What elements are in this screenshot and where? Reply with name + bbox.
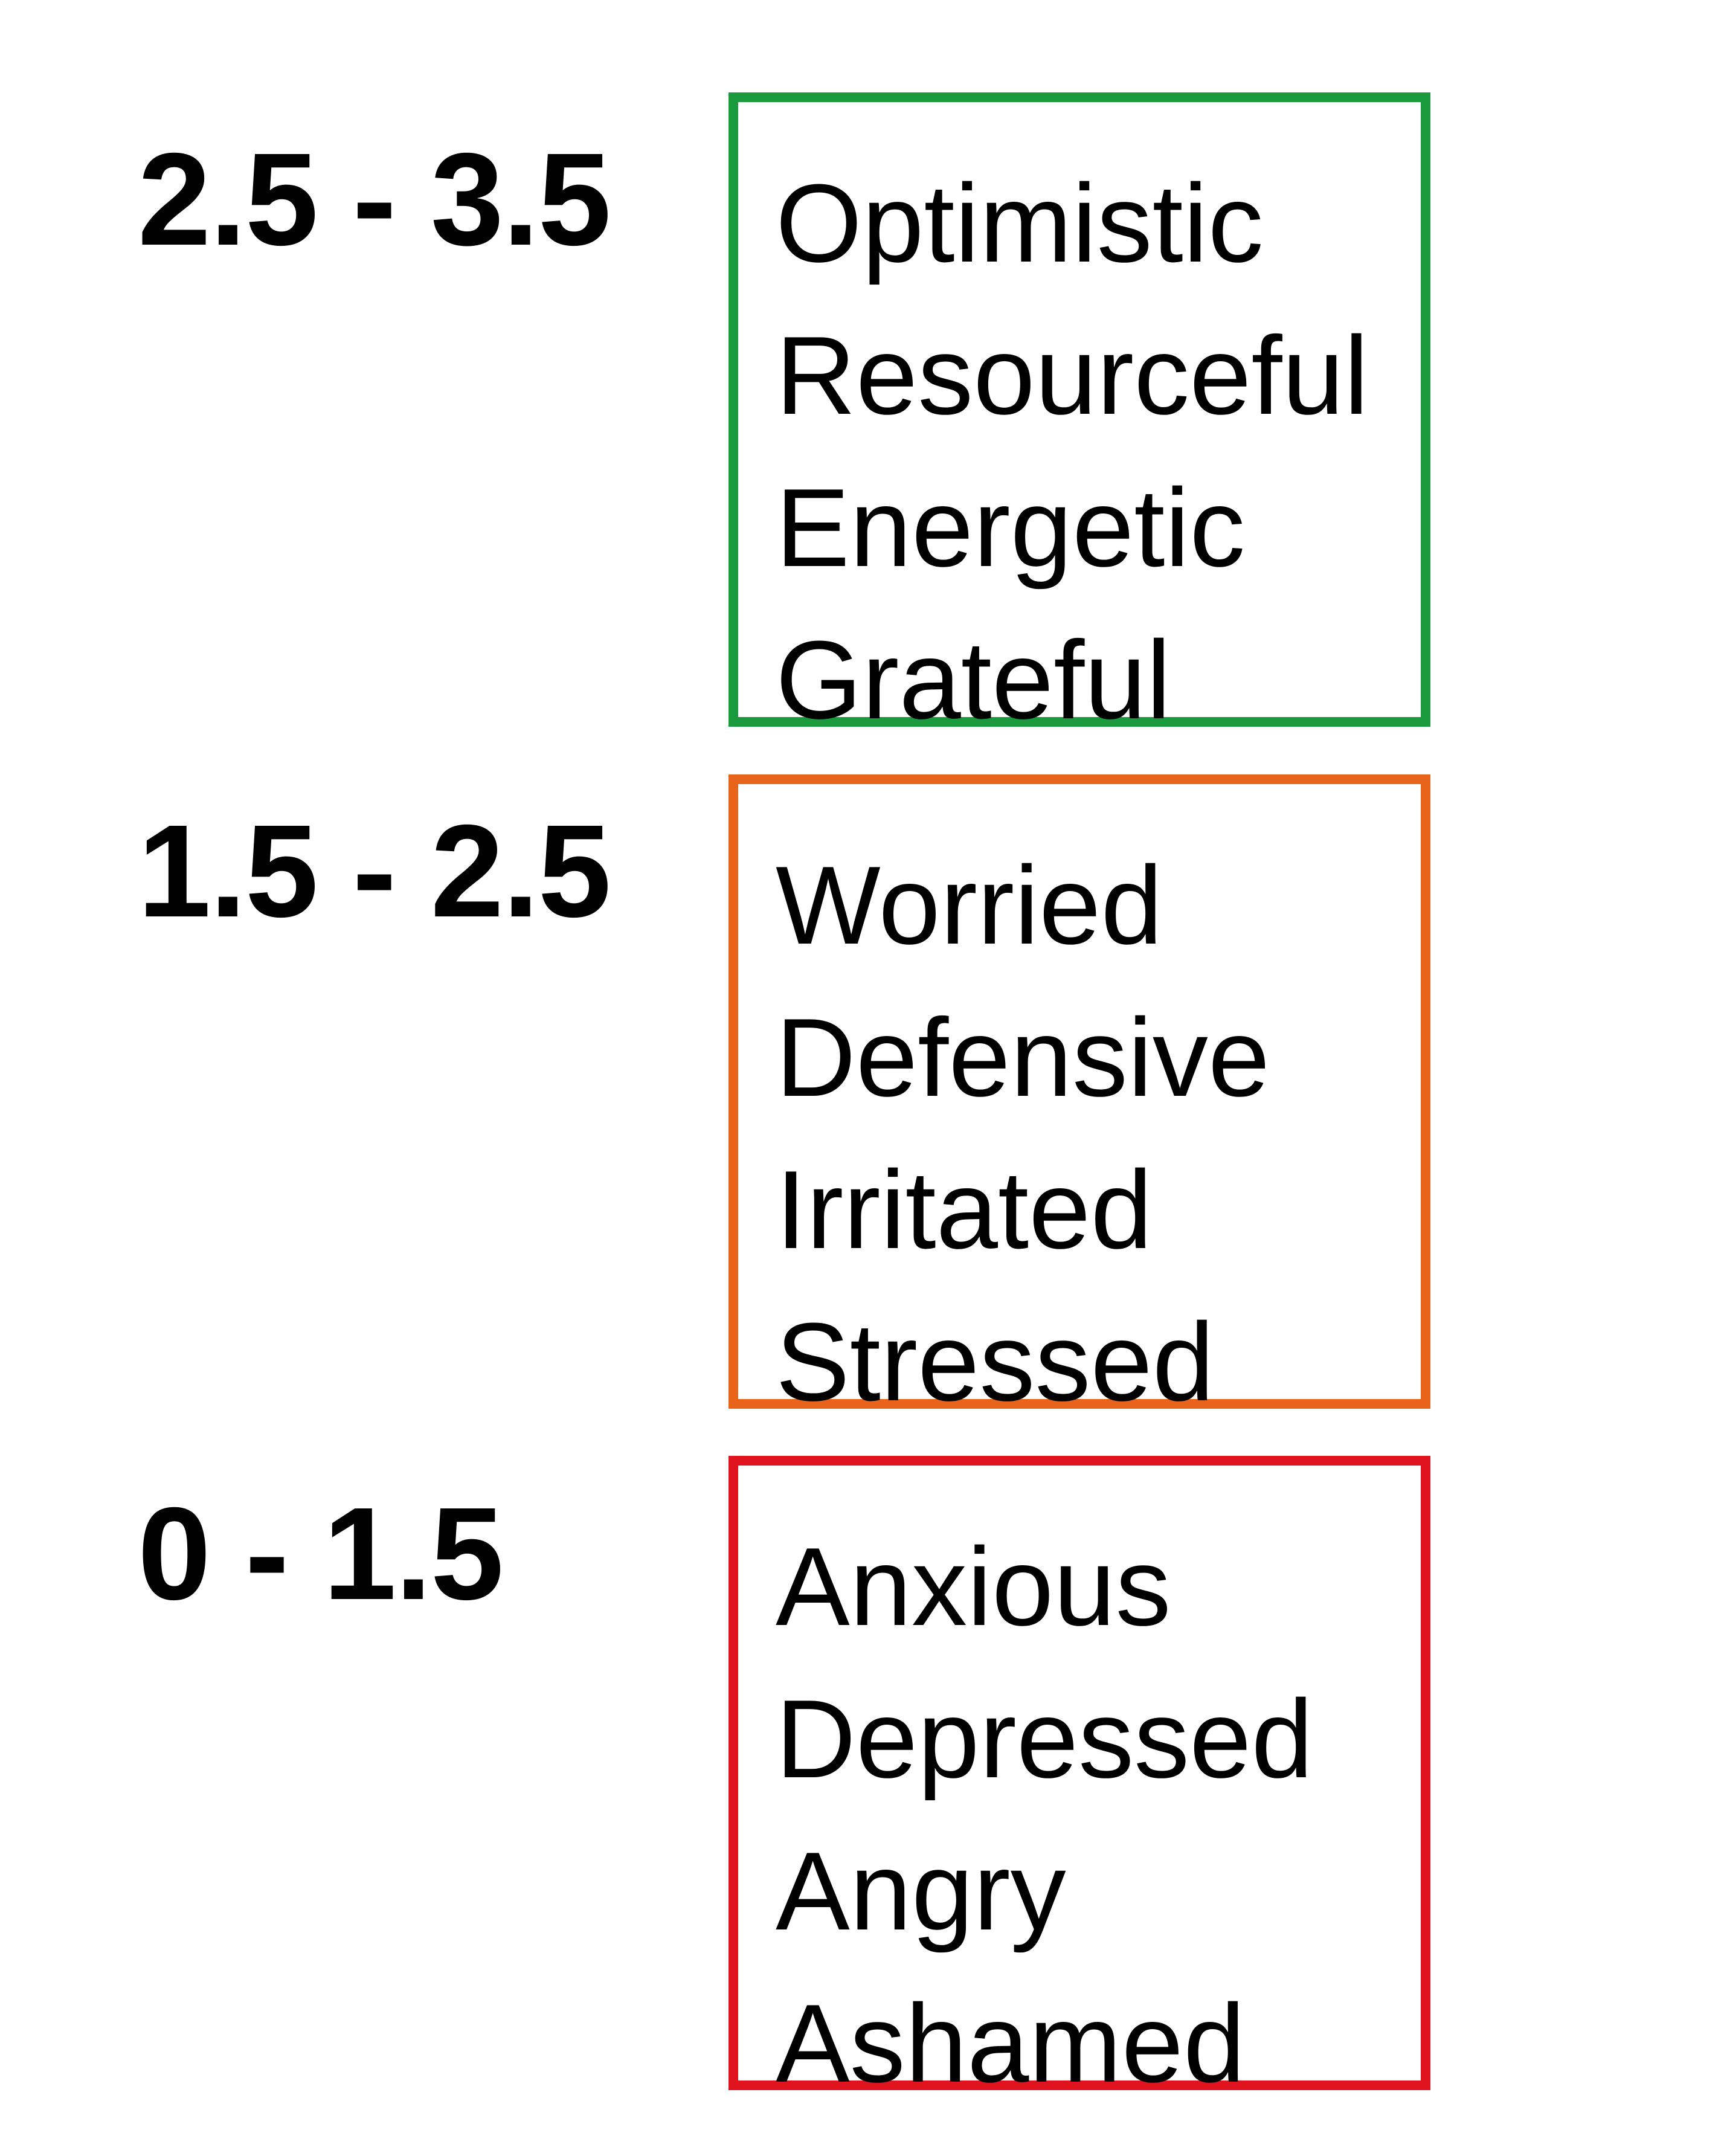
mood-word: Ashamed [776, 1981, 1246, 2105]
mood-word: Stressed [776, 1299, 1215, 1424]
range-label-high: 2.5 - 3.5 [138, 126, 611, 273]
mood-list-high: Optimistic Resourceful Energetic Gratefu… [776, 147, 1369, 756]
mood-word: Grateful [776, 617, 1171, 742]
mood-word: Optimistic [776, 161, 1264, 285]
mood-word: Angry [776, 1829, 1066, 1953]
mood-word: Resourceful [776, 313, 1369, 437]
mood-box-high: Optimistic Resourceful Energetic Gratefu… [729, 92, 1430, 742]
mood-word: Energetic [776, 465, 1246, 590]
range-label-low: 0 - 1.5 [138, 1481, 504, 1627]
mood-list-low: Anxious Depressed Angry Ashamed [776, 1510, 1313, 2119]
mood-list-mid: Worried Defensive Irritated Stressed [776, 829, 1270, 1438]
mood-box-mid: Worried Defensive Irritated Stressed [729, 774, 1430, 1424]
mood-word: Anxious [776, 1524, 1171, 1649]
mood-word: Depressed [776, 1676, 1313, 1801]
range-label-mid: 1.5 - 2.5 [138, 798, 611, 945]
mood-word: Defensive [776, 995, 1270, 1119]
mood-word: Worried [776, 843, 1163, 967]
mood-word: Irritated [776, 1147, 1153, 1272]
mood-box-low: Anxious Depressed Angry Ashamed [729, 1456, 1430, 2105]
